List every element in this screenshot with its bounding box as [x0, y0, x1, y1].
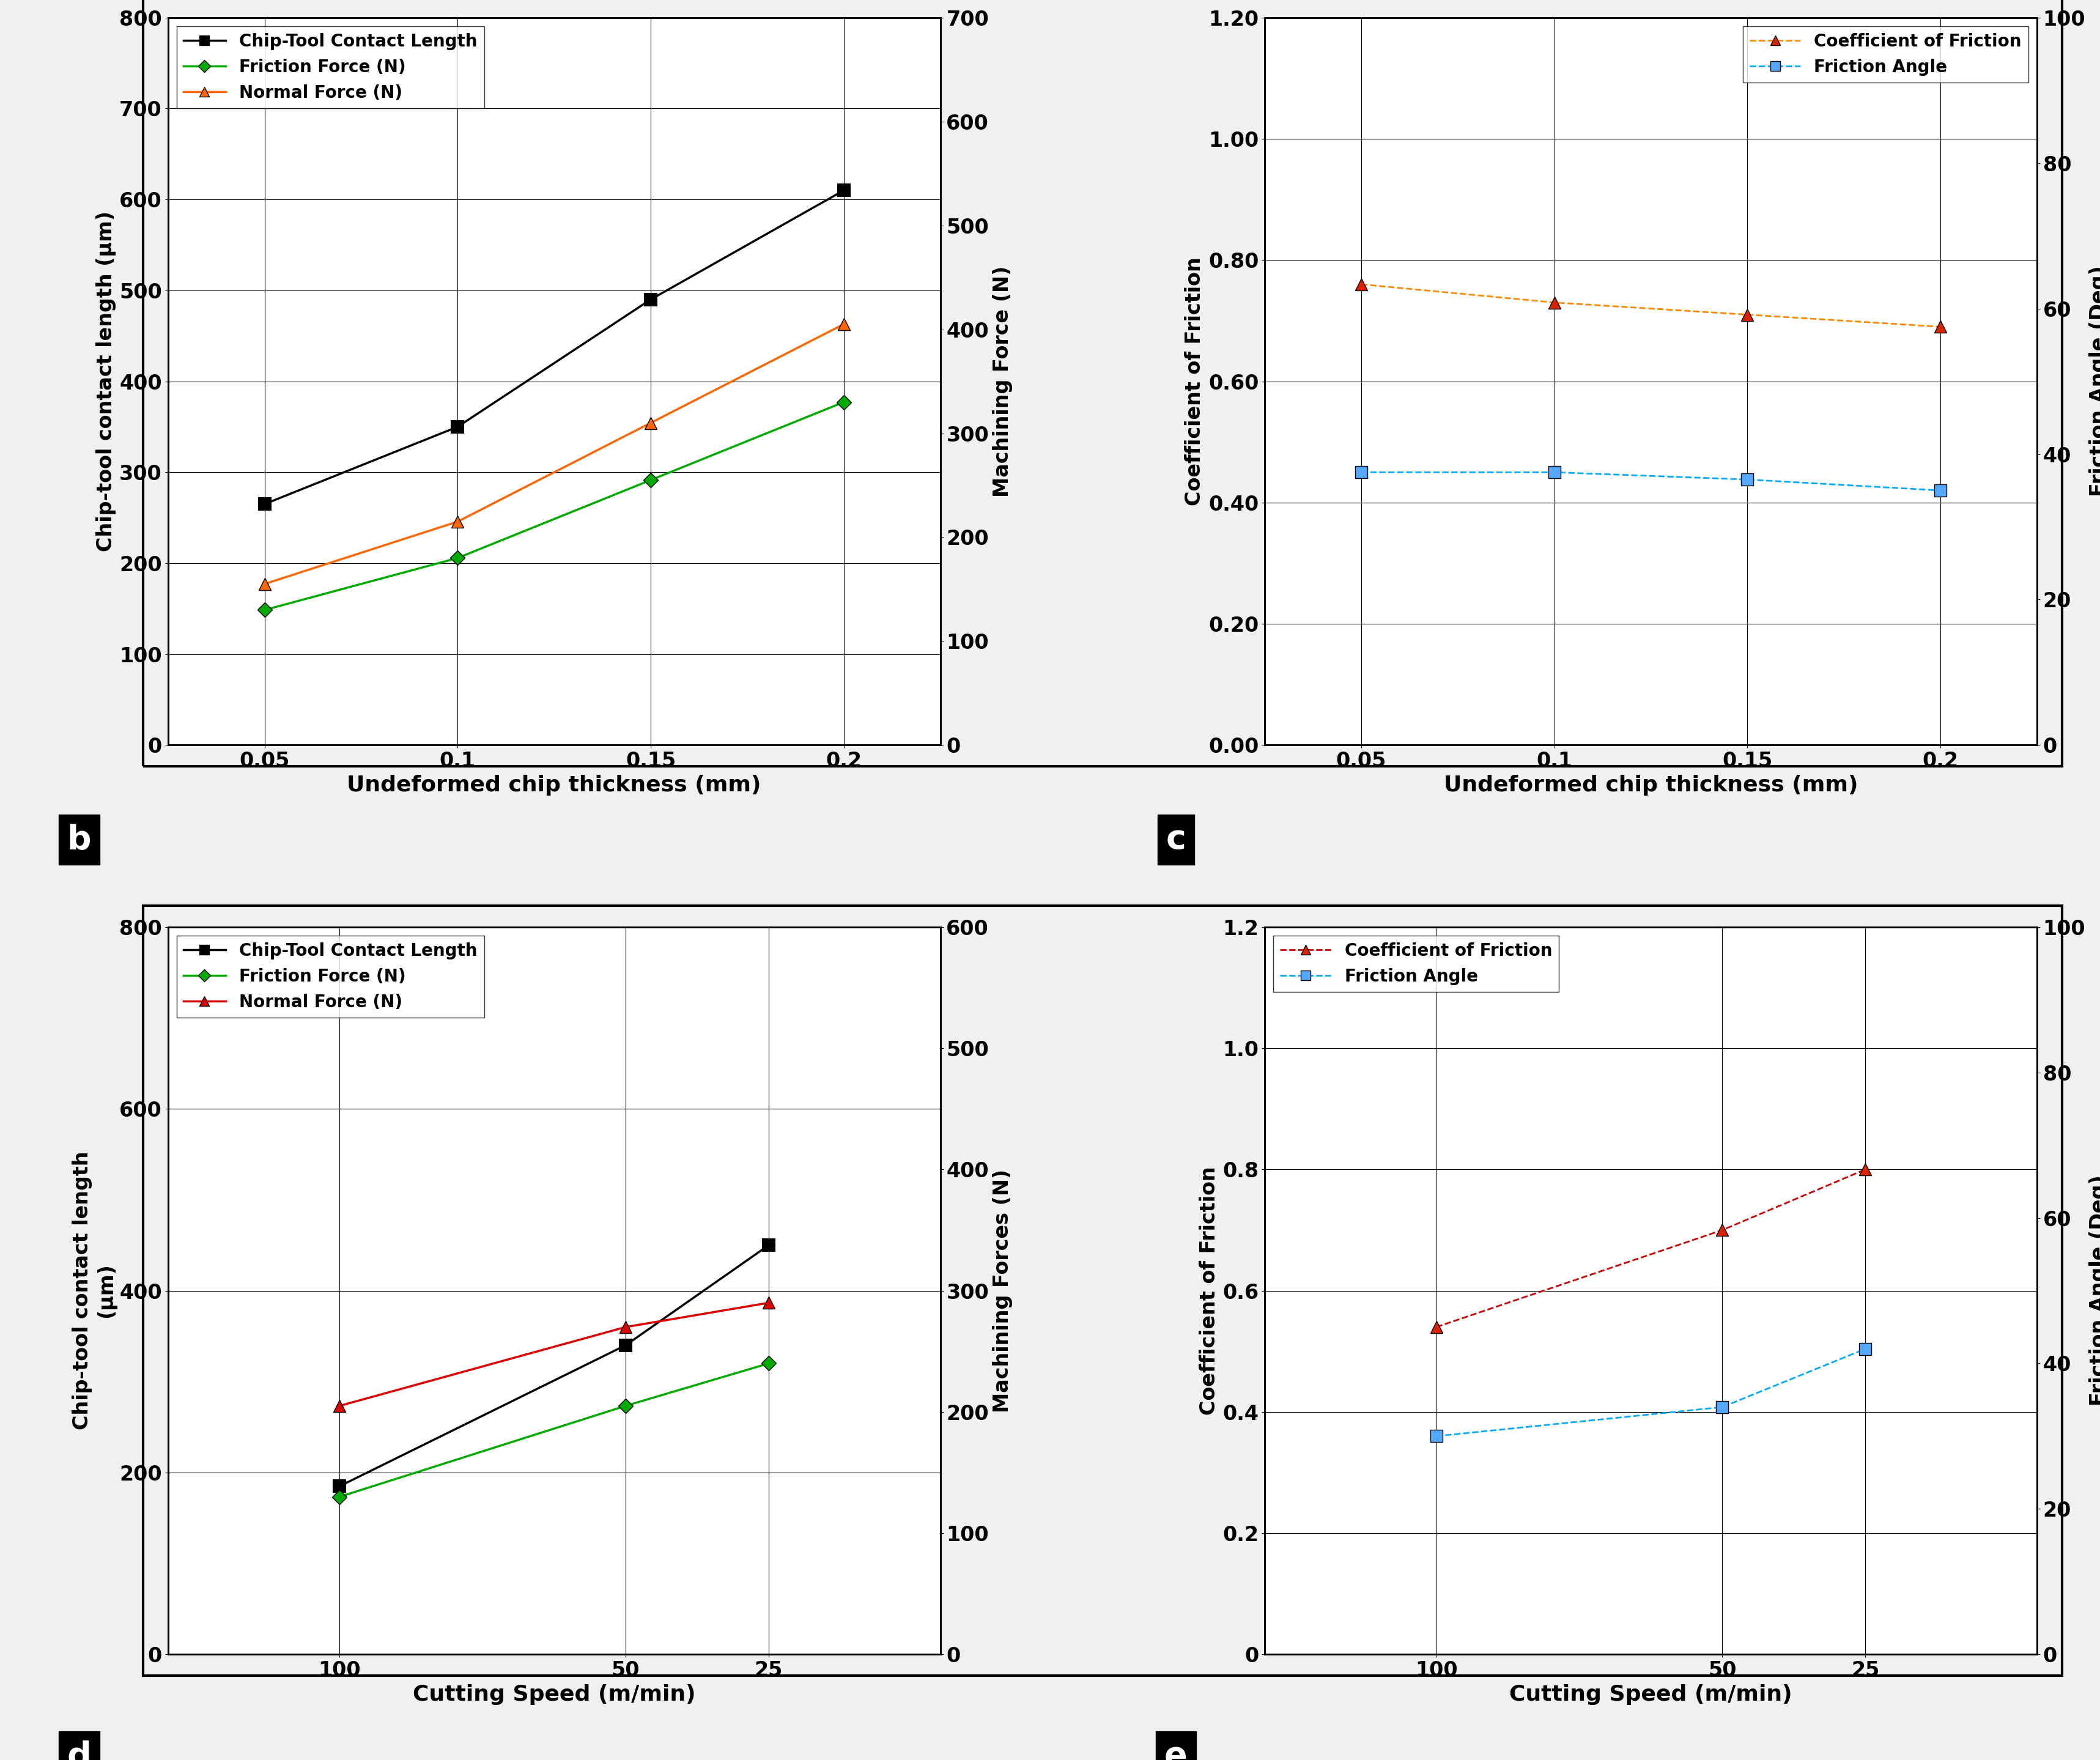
Legend: Chip-Tool Contact Length, Friction Force (N), Normal Force (N): Chip-Tool Contact Length, Friction Force…	[176, 26, 485, 107]
Y-axis label: Friction Angle (Deg): Friction Angle (Deg)	[2090, 1176, 2100, 1406]
Y-axis label: Coefficient of Friction: Coefficient of Friction	[1199, 1167, 1220, 1415]
Y-axis label: Chip-tool contact length (μm): Chip-tool contact length (μm)	[97, 211, 116, 551]
Text: d: d	[67, 1739, 90, 1760]
Text: b: b	[67, 824, 90, 855]
Y-axis label: Friction Angle (Deg): Friction Angle (Deg)	[2090, 266, 2100, 496]
Y-axis label: Coefficient of Friction: Coefficient of Friction	[1184, 257, 1205, 505]
Y-axis label: Machining Forces (N): Machining Forces (N)	[993, 1169, 1012, 1413]
Legend: Coefficient of Friction, Friction Angle: Coefficient of Friction, Friction Angle	[1273, 935, 1558, 991]
X-axis label: Undeformed chip thickness (mm): Undeformed chip thickness (mm)	[1443, 774, 1859, 796]
Legend: Chip-Tool Contact Length, Friction Force (N), Normal Force (N): Chip-Tool Contact Length, Friction Force…	[176, 935, 485, 1017]
Y-axis label: Chip-tool contact length
(μm): Chip-tool contact length (μm)	[74, 1151, 116, 1429]
X-axis label: Undeformed chip thickness (mm): Undeformed chip thickness (mm)	[347, 774, 762, 796]
Text: e: e	[1163, 1739, 1186, 1760]
X-axis label: Cutting Speed (m/min): Cutting Speed (m/min)	[414, 1684, 695, 1705]
Legend: Coefficient of Friction, Friction Angle: Coefficient of Friction, Friction Angle	[1743, 26, 2029, 83]
Y-axis label: Machining Force (N): Machining Force (N)	[993, 266, 1012, 496]
X-axis label: Cutting Speed (m/min): Cutting Speed (m/min)	[1510, 1684, 1791, 1705]
Text: c: c	[1166, 824, 1186, 855]
